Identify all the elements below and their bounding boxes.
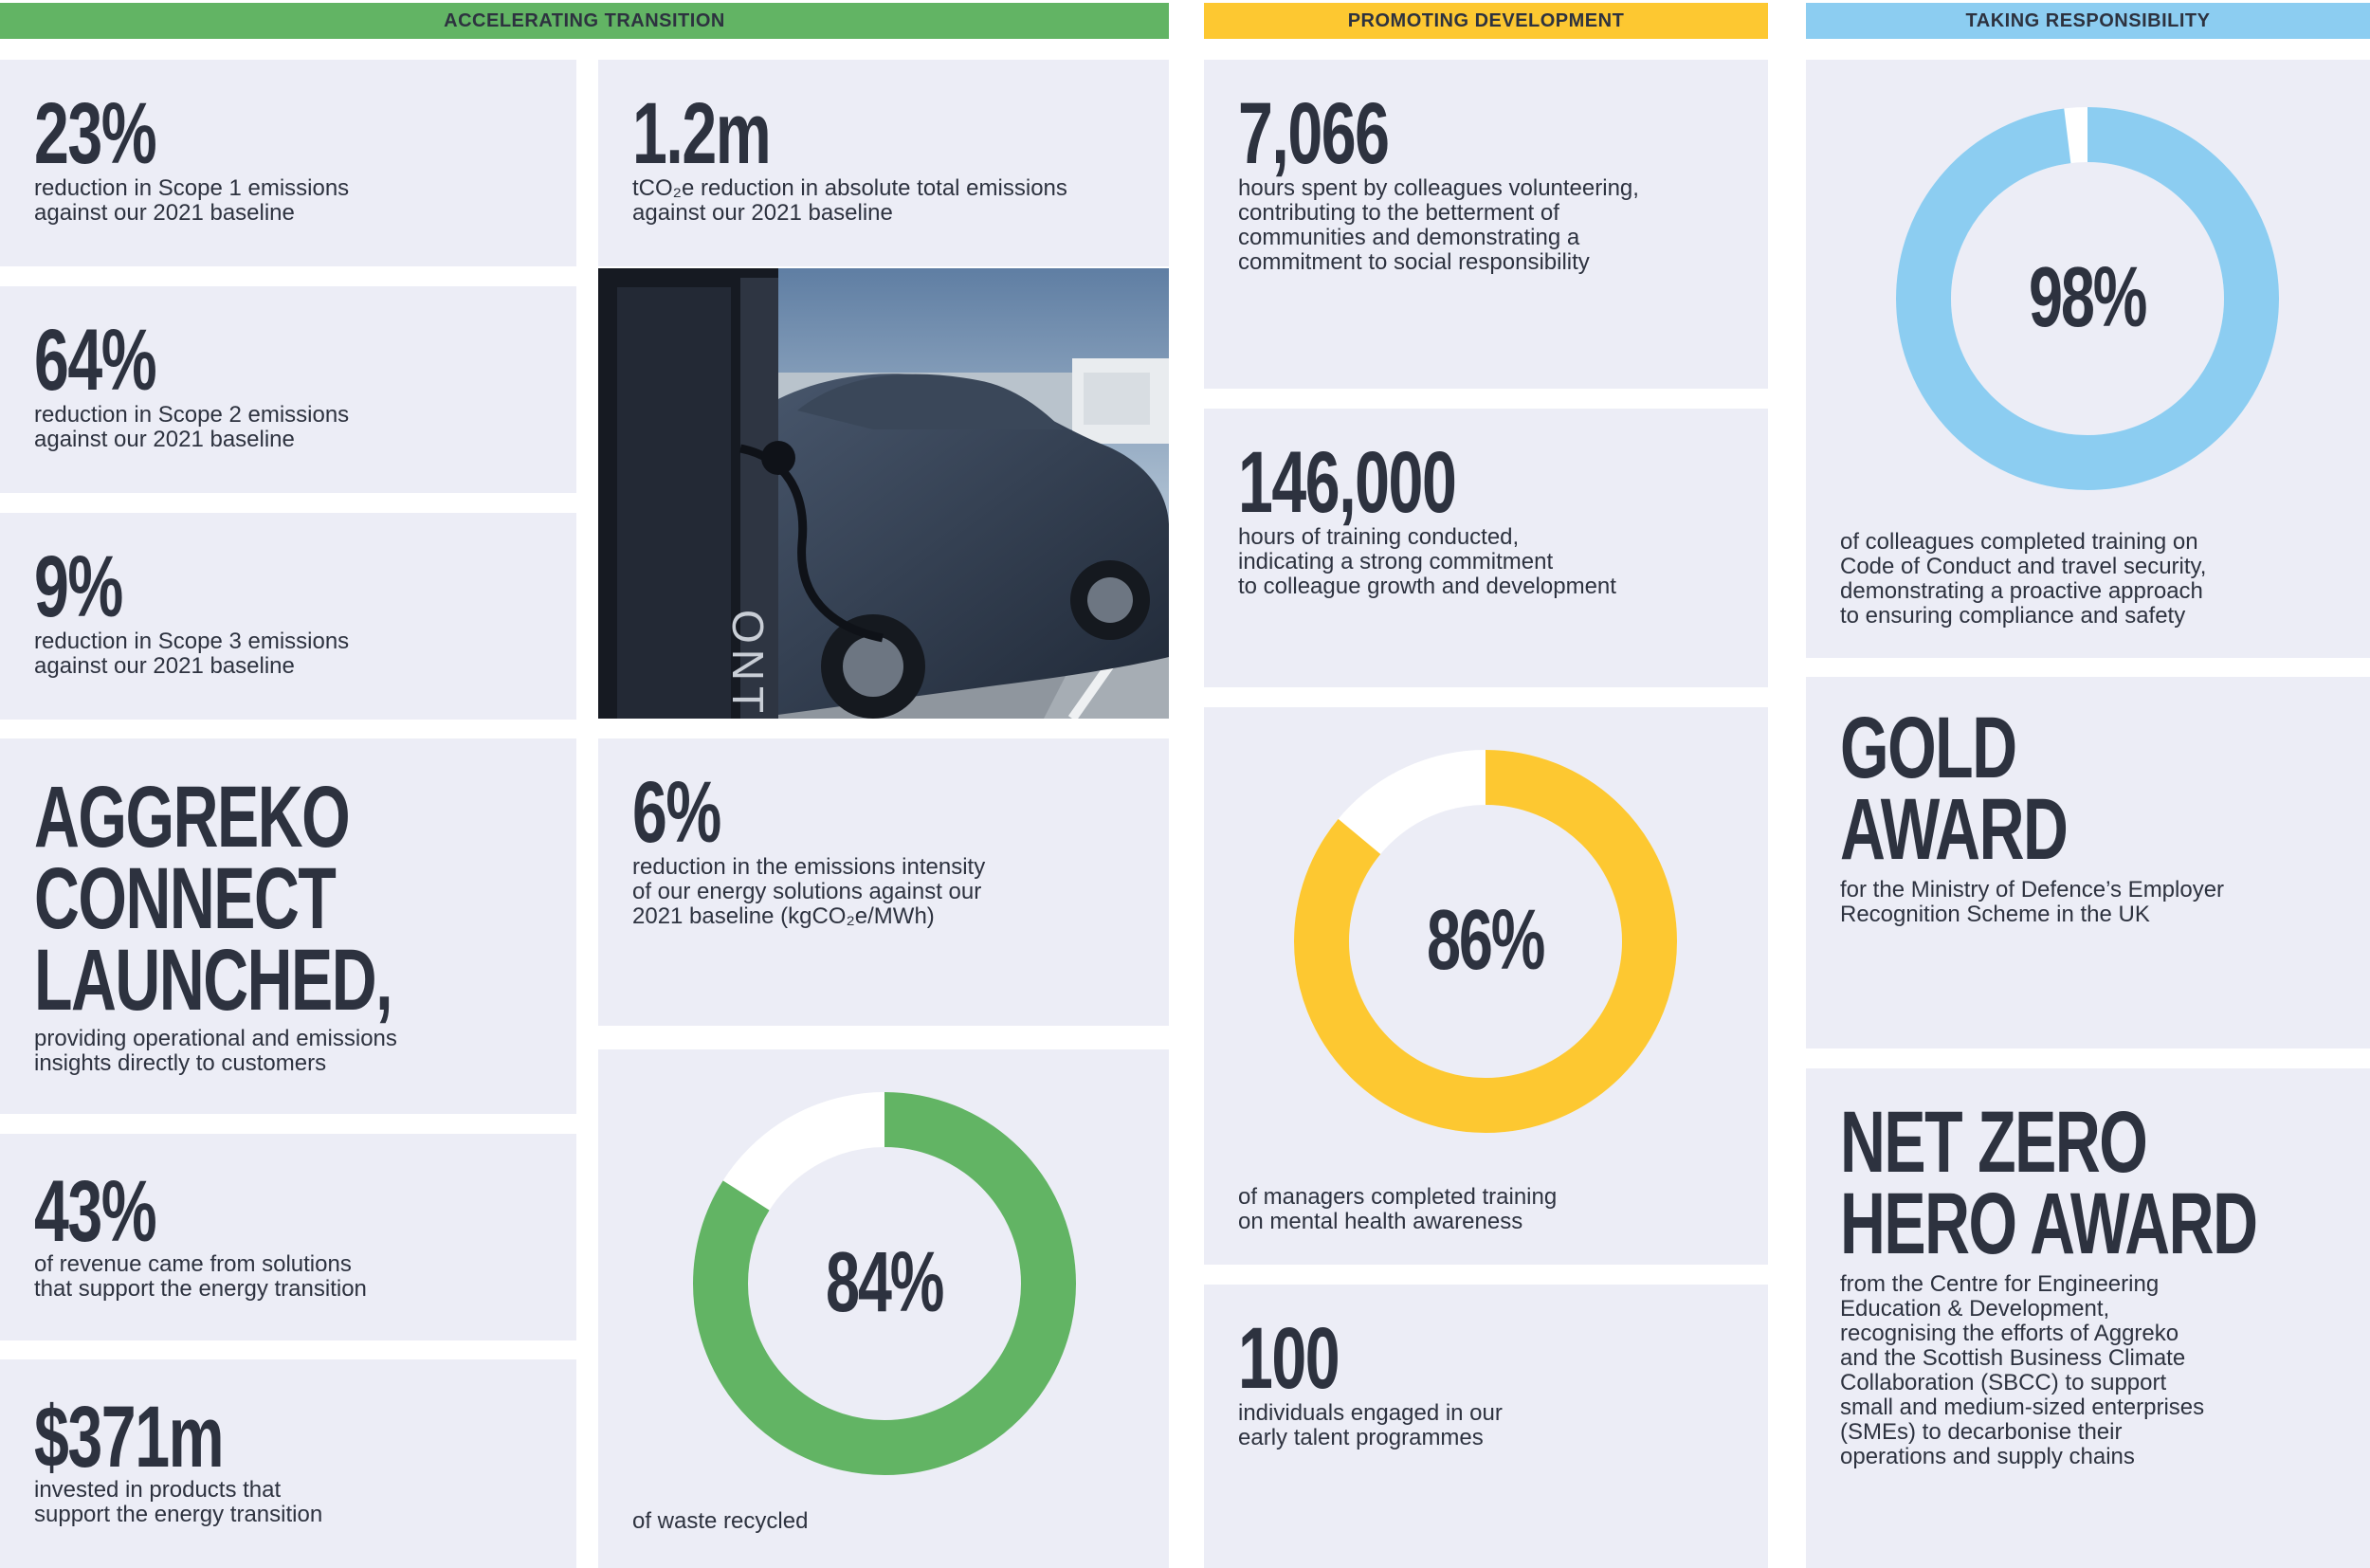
stat-card-volunteering: 7,066 hours spent by colleagues voluntee… [1204, 60, 1768, 389]
stat-card-revenue: 43% of revenue came from solutions that … [0, 1134, 576, 1340]
stat-description: of revenue came from solutions that supp… [34, 1251, 367, 1302]
stat-value: 1.2m [632, 85, 772, 182]
stat-card-invested: $371m invested in products that support … [0, 1359, 576, 1568]
ev-charging-illustration: ONT [598, 268, 1169, 719]
gold-award-heading: GOLD AWARD [1840, 700, 2069, 878]
stat-description: reduction in the emissions intensity of … [632, 854, 986, 929]
stat-value: 7,066 [1238, 85, 1390, 182]
stat-card-scope1: 23% reduction in Scope 1 emissions again… [0, 60, 576, 266]
stat-value: 43% [34, 1163, 157, 1260]
stat-description: providing operational and emissions insi… [34, 1026, 397, 1076]
section-header-taking-responsibility: TAKING RESPONSIBILITY [1806, 3, 2370, 39]
donut-arc-recycled [693, 1092, 1076, 1475]
donut-label: 84% [826, 1235, 944, 1330]
stat-value: 100 [1238, 1310, 1340, 1407]
stat-description: invested in products that support the en… [34, 1477, 323, 1527]
section-header-accelerating-transition: ACCELERATING TRANSITION [0, 3, 1169, 39]
stat-value: 9% [34, 538, 123, 635]
stat-card-scope3: 9% reduction in Scope 3 emissions agains… [0, 513, 576, 720]
stat-description: hours spent by colleagues volunteering, … [1238, 175, 1639, 275]
stat-description: for the Ministry of Defence’s Employer R… [1840, 877, 2225, 927]
aggreko-connect-heading: AGGREKO CONNECT LAUNCHED, [34, 769, 393, 1029]
stat-value: 146,000 [1238, 434, 1457, 531]
aggreko-connect-card: AGGREKO CONNECT LAUNCHED, providing oper… [0, 738, 576, 1114]
stat-description: of managers completed training on mental… [1238, 1184, 1558, 1234]
stat-description: individuals engaged in our early talent … [1238, 1400, 1503, 1450]
donut-arc-completed [1294, 750, 1677, 1133]
donut-chart-code-of-conduct: 98% [1896, 107, 2279, 490]
stat-value: $371m [34, 1389, 224, 1486]
donut-svg [1896, 107, 2279, 490]
stat-description: of colleagues completed training on Code… [1840, 529, 2207, 629]
stat-card-training: 146,000 hours of training conducted, ind… [1204, 409, 1768, 687]
stat-card-absolute-emissions: 1.2m tCO₂e reduction in absolute total e… [598, 60, 1169, 266]
donut-arc-completed [1896, 107, 2279, 490]
donut-chart-waste: 84% [693, 1092, 1076, 1475]
donut-chart-mental-health: 86% [1294, 750, 1677, 1133]
stat-card-mental-health: 86% of managers completed training on me… [1204, 707, 1768, 1265]
stat-description: reduction in Scope 1 emissions against o… [34, 175, 350, 226]
stat-description: reduction in Scope 3 emissions against o… [34, 629, 350, 679]
donut-svg [1294, 750, 1677, 1133]
stat-value: 6% [632, 764, 721, 861]
stat-card-scope2: 64% reduction in Scope 2 emissions again… [0, 286, 576, 493]
stat-value: 23% [34, 85, 157, 182]
donut-label: 86% [1427, 893, 1545, 988]
charger-brand-text: ONT [723, 610, 773, 719]
stat-card-waste: 84% of waste recycled [598, 1049, 1169, 1568]
stat-description: tCO₂e reduction in absolute total emissi… [632, 175, 1067, 226]
stat-description: from the Centre for Engineering Educatio… [1840, 1271, 2205, 1469]
section-header-promoting-development: PROMOTING DEVELOPMENT [1204, 3, 1768, 39]
donut-svg [693, 1092, 1076, 1475]
stat-card-code-of-conduct: 98% of colleagues completed training on … [1806, 60, 2370, 658]
stat-value: 64% [34, 312, 157, 409]
net-zero-award-heading: NET ZERO HERO AWARD [1840, 1094, 2258, 1272]
stat-description: hours of training conducted, indicating … [1238, 524, 1616, 599]
net-zero-award-card: NET ZERO HERO AWARD from the Centre for … [1806, 1068, 2370, 1568]
stat-card-intensity: 6% reduction in the emissions intensity … [598, 738, 1169, 1026]
ev-charging-photo: ONT [598, 268, 1169, 719]
stat-description: of waste recycled [632, 1508, 809, 1534]
stat-card-talent: 100 individuals engaged in our early tal… [1204, 1285, 1768, 1568]
stat-description: reduction in Scope 2 emissions against o… [34, 402, 350, 452]
donut-label: 98% [2029, 250, 2147, 345]
gold-award-card: GOLD AWARD for the Ministry of Defence’s… [1806, 677, 2370, 1048]
